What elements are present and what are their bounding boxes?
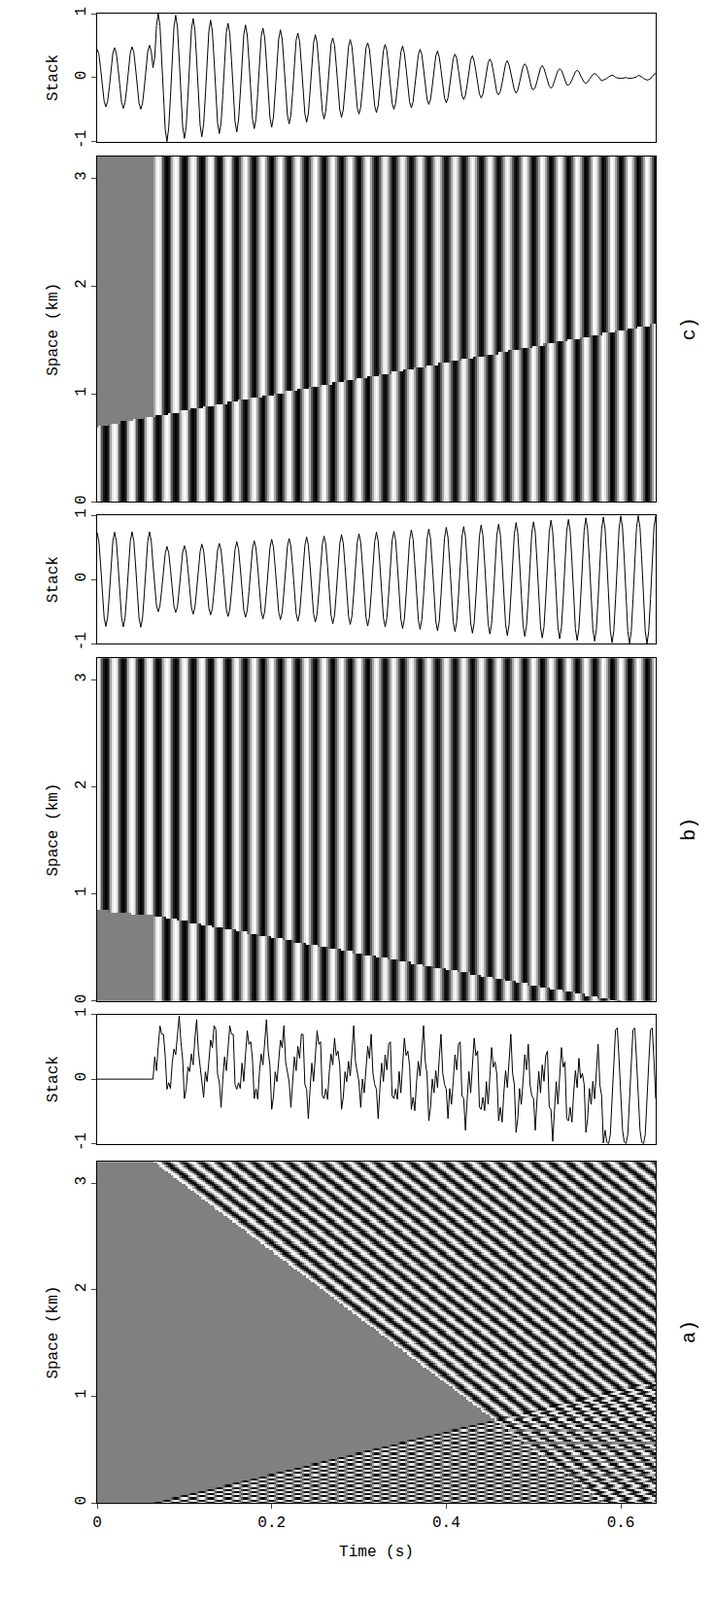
svg-text:0: 0 bbox=[72, 1495, 91, 1505]
svg-text:a): a) bbox=[678, 1319, 701, 1343]
svg-text:Time (s): Time (s) bbox=[339, 1542, 414, 1561]
svg-text:0: 0 bbox=[72, 572, 91, 582]
svg-text:0: 0 bbox=[72, 993, 91, 1004]
svg-text:2: 2 bbox=[72, 779, 91, 789]
svg-text:2: 2 bbox=[72, 1282, 91, 1292]
svg-text:0: 0 bbox=[72, 1071, 91, 1082]
svg-text:1: 1 bbox=[72, 6, 91, 17]
svg-text:0: 0 bbox=[72, 494, 91, 505]
svg-text:1: 1 bbox=[72, 508, 91, 518]
svg-text:Stack: Stack bbox=[44, 555, 63, 603]
svg-text:0: 0 bbox=[92, 1513, 102, 1531]
svg-text:c): c) bbox=[678, 316, 701, 340]
svg-text:3: 3 bbox=[72, 170, 91, 181]
svg-text:1: 1 bbox=[72, 386, 91, 397]
svg-text:0.2: 0.2 bbox=[257, 1513, 286, 1531]
svg-text:Space (km): Space (km) bbox=[44, 1285, 63, 1379]
svg-text:-1: -1 bbox=[72, 631, 91, 650]
svg-text:0.4: 0.4 bbox=[432, 1513, 461, 1531]
svg-text:0: 0 bbox=[72, 70, 91, 81]
svg-text:1: 1 bbox=[72, 1388, 91, 1398]
svg-text:-1: -1 bbox=[72, 130, 91, 149]
svg-text:Space (km): Space (km) bbox=[44, 782, 63, 877]
svg-text:2: 2 bbox=[72, 278, 91, 289]
svg-text:3: 3 bbox=[72, 672, 91, 682]
svg-text:1: 1 bbox=[72, 885, 91, 896]
svg-text:Stack: Stack bbox=[44, 1054, 63, 1102]
svg-text:Space (km): Space (km) bbox=[44, 282, 63, 376]
svg-text:0.6: 0.6 bbox=[607, 1513, 636, 1531]
svg-text:3: 3 bbox=[72, 1175, 91, 1186]
svg-text:1: 1 bbox=[72, 1006, 91, 1017]
svg-text:Stack: Stack bbox=[44, 54, 63, 102]
svg-text:-1: -1 bbox=[72, 1131, 91, 1151]
svg-text:b): b) bbox=[678, 816, 701, 841]
